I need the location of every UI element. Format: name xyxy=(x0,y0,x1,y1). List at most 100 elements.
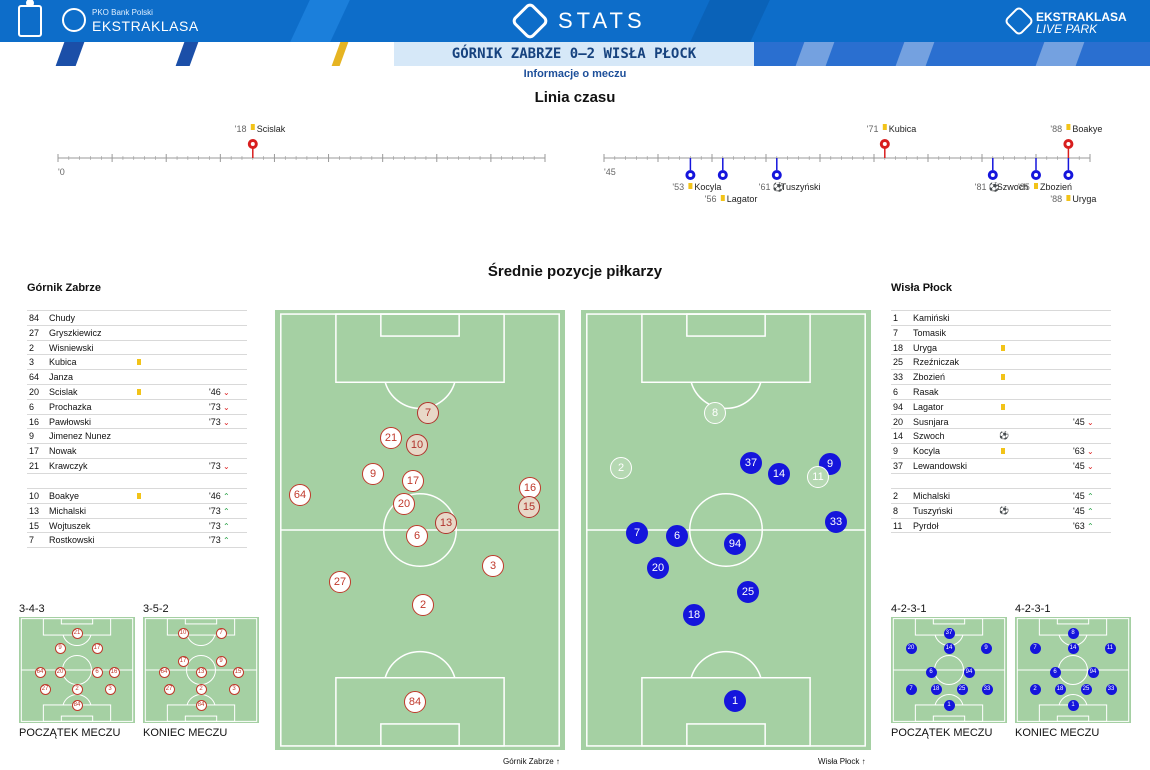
player-position-marker[interactable]: 7 xyxy=(417,402,439,424)
roster-row[interactable]: 3 Kubica xyxy=(27,355,247,371)
roster-row[interactable]: 27 Gryszkiewicz xyxy=(27,326,247,341)
player-position-marker[interactable]: 7 xyxy=(626,522,648,544)
player-position-marker[interactable]: 17 xyxy=(402,470,424,492)
formation-player-marker: 14 xyxy=(943,642,955,654)
goal-ball-icon: ⚽ xyxy=(772,181,784,192)
player-number: 3 xyxy=(29,357,35,368)
formation-player-marker: 33 xyxy=(981,683,993,695)
top-header: PKO Bank Polski EKSTRAKLASA STATS EKSTRA… xyxy=(0,0,1150,42)
player-number: 9 xyxy=(29,431,35,442)
player-position-marker[interactable]: 37 xyxy=(740,452,762,474)
formation-player-marker: 2 xyxy=(1029,683,1041,695)
stats-title[interactable]: STATS xyxy=(558,8,646,33)
player-position-marker[interactable]: 20 xyxy=(393,493,415,515)
player-position-marker[interactable]: 84 xyxy=(404,691,426,713)
roster-row[interactable]: 14 Szwoch ⚽ xyxy=(891,429,1111,445)
player-number: 15 xyxy=(29,520,40,531)
player-number: 14 xyxy=(893,431,904,442)
player-position-marker[interactable]: 25 xyxy=(737,581,759,603)
roster-row[interactable]: 20 Scislak '46 ⌄ xyxy=(27,385,247,400)
livepark-label-1[interactable]: EKSTRAKLASA xyxy=(1036,10,1127,24)
roster-row[interactable]: 7 Rostkowski '73 ⌃ xyxy=(27,533,247,549)
player-position-marker[interactable]: 18 xyxy=(683,604,705,626)
player-number: 25 xyxy=(893,357,904,368)
player-position-marker[interactable]: 6 xyxy=(666,525,688,547)
roster-row[interactable]: 6 Prochazka '73 ⌄ xyxy=(27,400,247,415)
timeline-away-marker-dot xyxy=(774,173,779,177)
bottom-penalty-arc xyxy=(186,694,216,706)
formation-player-marker: 20 xyxy=(54,666,66,678)
roster-row[interactable]: 15 Wojtuszek '73 ⌃ xyxy=(27,519,247,534)
bottom-goal-box xyxy=(380,723,460,747)
roster-row[interactable]: 16 Pawłowski '73 ⌄ xyxy=(27,415,247,430)
player-position-marker[interactable]: 3 xyxy=(482,555,504,577)
player-position-marker[interactable]: 2 xyxy=(412,594,434,616)
top-penalty-box xyxy=(641,313,811,384)
player-position-marker[interactable]: 10 xyxy=(406,434,428,456)
player-position-marker[interactable]: 33 xyxy=(825,511,847,533)
roster-row[interactable]: 1 Kamiński xyxy=(891,311,1111,326)
roster-row[interactable]: 64 Janza xyxy=(27,370,247,385)
formation-player-marker: 15 xyxy=(232,666,244,678)
player-position-marker[interactable]: 13 xyxy=(435,512,457,534)
roster-row[interactable]: 2 Wisniewski xyxy=(27,341,247,356)
sub-out-arrow-icon: ⌄ xyxy=(220,417,230,427)
player-position-marker[interactable]: 6 xyxy=(406,525,428,547)
player-position-marker[interactable]: 15 xyxy=(518,496,540,518)
timeline-event-player: Uryga xyxy=(1072,194,1096,204)
player-position-marker[interactable]: 11 xyxy=(807,466,829,488)
roster-row[interactable]: 21 Krawczyk '73 ⌄ xyxy=(27,459,247,474)
player-name: Szwoch xyxy=(913,431,945,442)
player-name: Michalski xyxy=(49,505,87,516)
player-number: 11 xyxy=(893,520,903,531)
player-position-marker[interactable]: 8 xyxy=(704,402,726,424)
formation-player-marker: 10 xyxy=(177,627,189,639)
player-position-marker[interactable]: 27 xyxy=(329,571,351,593)
player-position-marker[interactable]: 21 xyxy=(380,427,402,449)
roster-row[interactable]: 84 Chudy xyxy=(27,311,247,326)
formation-player-marker: 27 xyxy=(163,683,175,695)
player-number: 6 xyxy=(893,386,899,397)
roster-row[interactable]: 6 Rasak xyxy=(891,385,1111,400)
roster-row[interactable]: 10 Boakye '46 ⌃ xyxy=(27,489,247,504)
roster-row[interactable]: 9 Jimenez Nunez xyxy=(27,429,247,445)
roster-row[interactable]: 11 Pyrdoł '63 ⌃ xyxy=(891,519,1111,534)
player-position-marker[interactable]: 9 xyxy=(362,463,384,485)
player-name: Michalski xyxy=(913,491,951,501)
roster-row[interactable]: 94 Lagator xyxy=(891,400,1111,415)
sub-in-arrow-icon: ⌃ xyxy=(220,492,230,501)
roster-row[interactable]: 8 Tuszyński ⚽ '45 ⌃ xyxy=(891,504,1111,519)
livepark-label-2[interactable]: LIVE PARK xyxy=(1036,22,1098,36)
player-name: Tomasik xyxy=(913,327,947,338)
timeline-event-minute: '85 xyxy=(1018,182,1030,192)
player-name: Pawłowski xyxy=(49,416,92,427)
formation-player-marker: 84 xyxy=(71,699,83,711)
top-goal-box xyxy=(686,313,766,337)
player-name: Tuszyński xyxy=(913,505,953,516)
roster-row[interactable]: 7 Tomasik xyxy=(891,326,1111,341)
player-position-marker[interactable]: 1 xyxy=(724,690,746,712)
player-position-marker[interactable]: 2 xyxy=(610,457,632,479)
player-position-marker[interactable]: 94 xyxy=(724,533,746,555)
player-position-marker[interactable]: 16 xyxy=(519,477,541,499)
sub-in-arrow-icon: ⌃ xyxy=(1084,492,1094,501)
roster-row[interactable]: 9 Kocyla '63 ⌄ xyxy=(891,444,1111,459)
player-position-marker[interactable]: 64 xyxy=(289,484,311,506)
roster-row[interactable]: 37 Lewandowski '45 ⌄ xyxy=(891,459,1111,474)
roster-row[interactable]: 13 Michalski '73 ⌃ xyxy=(27,504,247,519)
formation-player-marker: 25 xyxy=(1080,683,1092,695)
roster-row[interactable]: 20 Susnjara '45 ⌄ xyxy=(891,415,1111,430)
timeline-event-player: Lagator xyxy=(727,194,758,204)
roster-row[interactable]: 33 Zbozień xyxy=(891,370,1111,385)
roster-row[interactable]: 2 Michalski '45 ⌃ xyxy=(891,489,1111,504)
roster-row[interactable]: 25 Rzeźniczak xyxy=(891,355,1111,371)
match-info-link[interactable]: Informacje o meczu xyxy=(523,68,627,80)
yellow-card-icon xyxy=(720,195,725,201)
roster-row[interactable]: 18 Uryga xyxy=(891,341,1111,356)
timeline-title: Linia czasu xyxy=(534,89,616,106)
player-position-marker[interactable]: 20 xyxy=(647,557,669,579)
home-axis-label: Górnik Zabrze ↑ xyxy=(503,757,560,766)
roster-row[interactable]: 17 Nowak xyxy=(27,444,247,459)
player-position-marker[interactable]: 14 xyxy=(768,463,790,485)
timeline-event-player: Scislak xyxy=(257,124,286,134)
